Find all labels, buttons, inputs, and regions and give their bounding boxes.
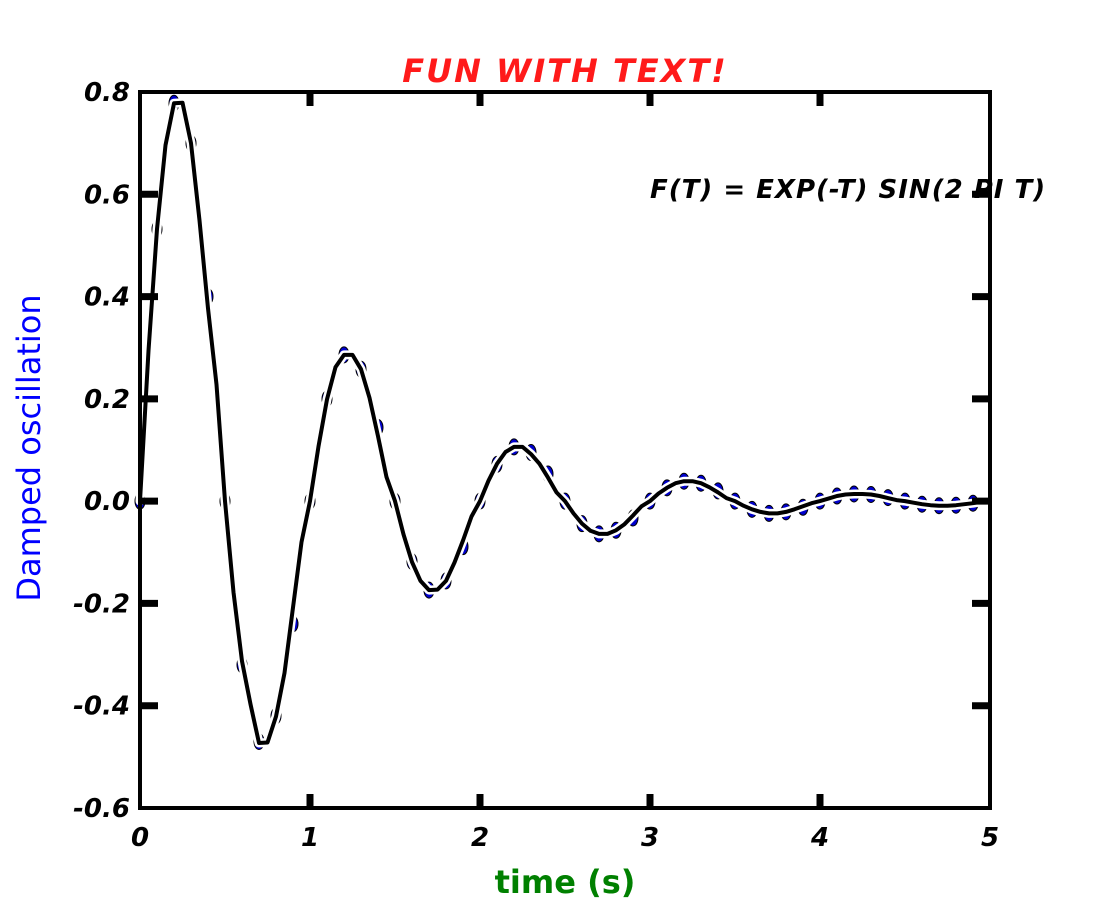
y-tick-label-2: -0.2: [73, 589, 130, 619]
y-tick-label-0: -0.6: [73, 794, 130, 824]
x-tick-label-4: 4: [810, 823, 829, 853]
y-tick-label-7: 0.8: [84, 78, 130, 108]
formula-annotation: F(T) = EXP(-T) SIN(2 PI T): [650, 175, 1046, 205]
curve-layer: [135, 98, 986, 748]
x-tick-label-5: 5: [981, 823, 999, 853]
x-tick-label-3: 3: [641, 823, 659, 853]
damped-curve-line: [138, 100, 984, 745]
y-tick-label-6: 0.6: [84, 180, 130, 210]
y-axis-label: Damped oscillation: [10, 294, 48, 601]
chart-title: FUN WITH TEXT!: [402, 52, 728, 90]
plot-frame: [138, 90, 992, 810]
y-tick-label-5: 0.4: [84, 283, 130, 313]
y-tick-labels: -0.6 -0.4 -0.2 0.0 0.2 0.4 0.6 0.8: [73, 78, 130, 824]
axes-frame: [138, 90, 992, 810]
x-axis-label: time (s): [495, 863, 636, 900]
x-tick-label-0: 0: [131, 823, 149, 853]
x-tick-label-1: 1: [301, 823, 319, 853]
y-tick-label-1: -0.4: [73, 692, 130, 722]
tick-marks: [140, 92, 990, 808]
x-tick-label-2: 2: [471, 823, 489, 853]
x-tick-labels: 0 1 2 3 4 5: [131, 823, 999, 853]
y-tick-label-3: 0.0: [84, 487, 130, 517]
y-tick-label-4: 0.2: [84, 385, 130, 415]
